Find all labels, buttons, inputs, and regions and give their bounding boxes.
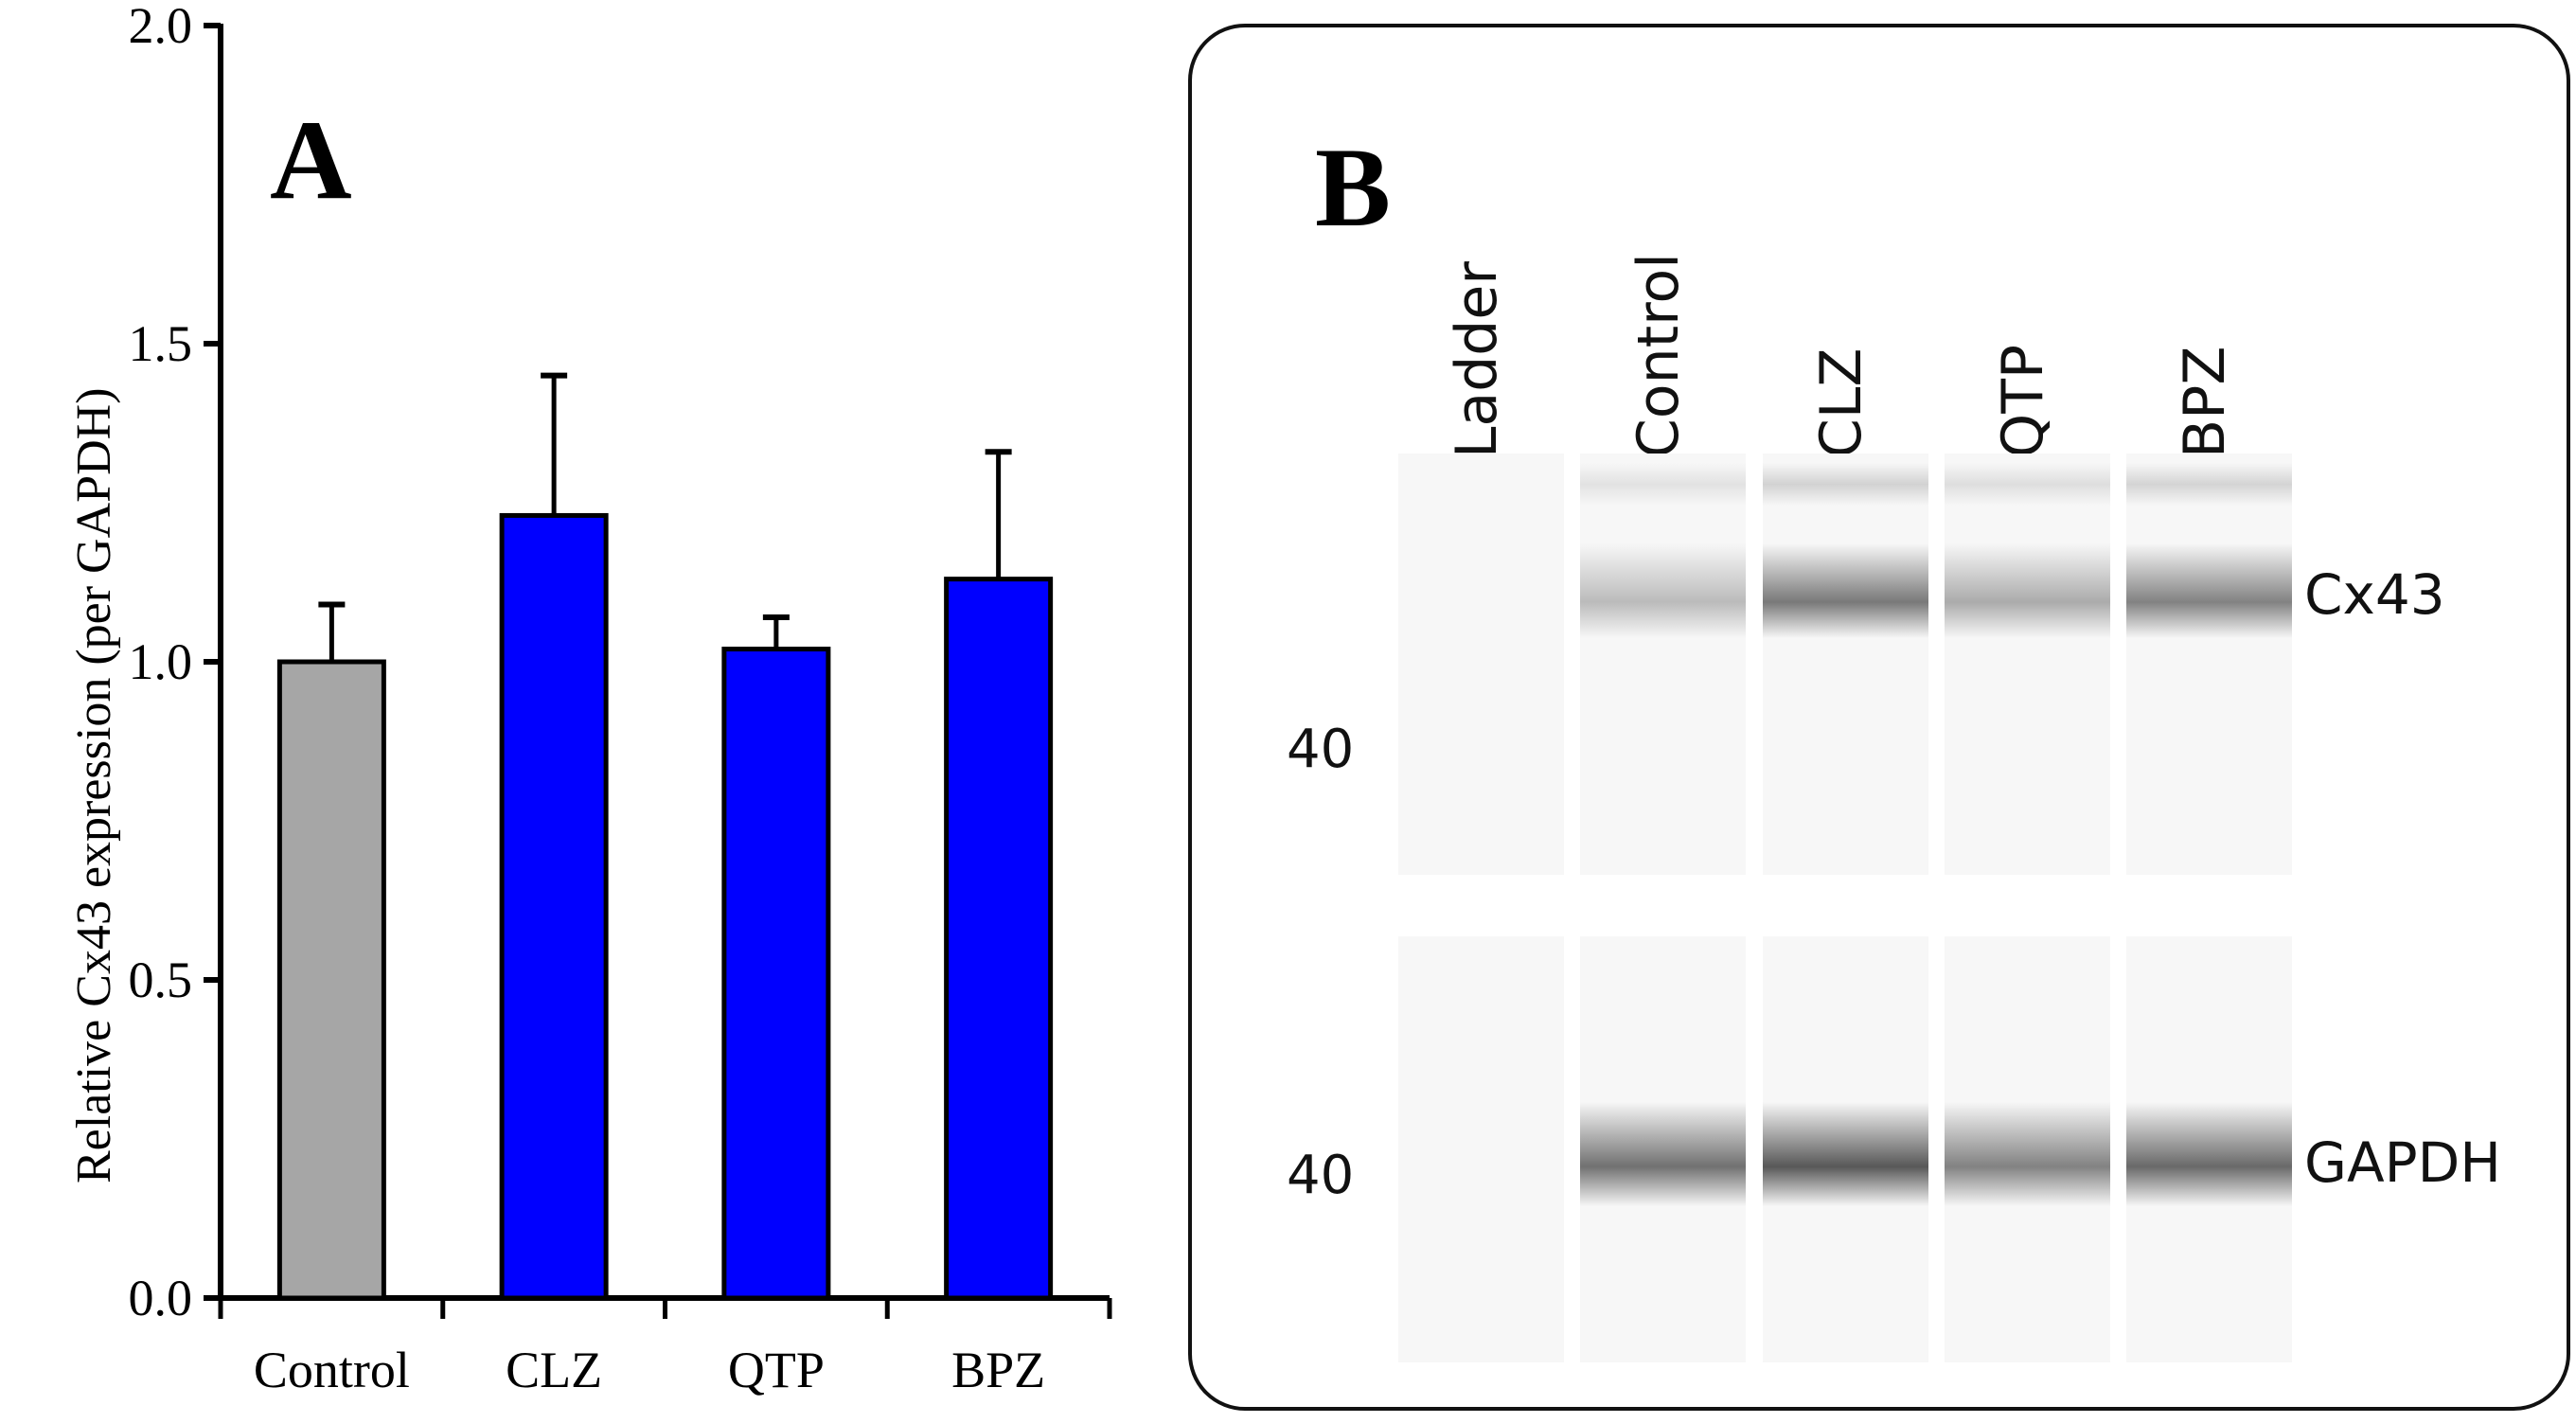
x-tick-label: CLZ (506, 1342, 602, 1398)
panel-a-bar-chart: 0.0 0.5 1.0 1.5 2.0 Control CLZ QTP BPZ A Relati… (0, 0, 1136, 1418)
lane-label-bpz: BPZ (2171, 346, 2238, 458)
protein-band (1580, 1102, 1746, 1206)
x-tick-label: Control (254, 1342, 410, 1398)
lane-label-clz: CLZ (1807, 347, 1874, 458)
protein-band (1763, 543, 1928, 638)
x-tick-label: QTP (728, 1342, 825, 1398)
blot-lane-ladder (1398, 454, 1564, 875)
upper-faint-band (1763, 463, 1928, 506)
y-tick-label: 0.0 (129, 1270, 193, 1326)
y-axis-label: Relative Cx43 expression (per GAPDH) (67, 387, 121, 1183)
y-tick-label: 0.5 (129, 952, 193, 1008)
x-tick-label: BPZ (951, 1342, 1045, 1398)
protein-band (2126, 543, 2292, 638)
protein-band (1580, 543, 1746, 638)
protein-band (1763, 1102, 1928, 1206)
y-tick-label: 1.0 (129, 633, 193, 690)
upper-faint-band (1945, 463, 2110, 506)
protein-label-gapdh: GAPDH (2304, 1130, 2501, 1195)
upper-faint-band (2126, 463, 2292, 506)
panel-b-western-blot: B Ladder Control CLZ QTP BPZ 40 40 Cx43 GAPD… (1188, 24, 2570, 1411)
panel-b-label: B (1315, 124, 1392, 250)
bar-chart-svg: 0.0 0.5 1.0 1.5 2.0 Control CLZ QTP BPZ (129, 0, 1112, 1398)
blot-lane-bpz (2126, 454, 2292, 875)
bar-qtp (721, 647, 831, 1301)
lane-label-control: Control (1625, 253, 1692, 458)
blot-lane-control (1580, 936, 1746, 1362)
y-tick-label: 1.5 (129, 315, 193, 372)
blot-lane-control (1580, 454, 1746, 875)
blot-lane-clz (1763, 454, 1928, 875)
blot-lane-clz (1763, 936, 1928, 1362)
protein-band (2126, 1102, 2292, 1206)
bar-clz (499, 512, 609, 1301)
lane-label-ladder: Ladder (1443, 261, 1510, 458)
protein-band (1945, 543, 2110, 638)
blot-lane-ladder (1398, 936, 1564, 1362)
chart-axes: 0.0 0.5 1.0 1.5 2.0 Control CLZ QTP BPZ (129, 0, 1112, 1398)
mw-marker-40-top: 40 (1287, 719, 1355, 780)
chart-bars (276, 372, 1054, 1301)
bar-bpz (944, 577, 1054, 1301)
blot-lane-qtp (1945, 936, 2110, 1362)
blot-lane-bpz (2126, 936, 2292, 1362)
mw-marker-40-bottom: 40 (1287, 1145, 1355, 1206)
upper-faint-band (1580, 463, 1746, 506)
blot-lane-qtp (1945, 454, 2110, 875)
y-tick-label: 2.0 (129, 0, 193, 54)
protein-label-cx43: Cx43 (2304, 562, 2445, 627)
bar-control (276, 659, 386, 1301)
protein-band (1945, 1102, 2110, 1206)
panel-a-label: A (270, 97, 352, 222)
lane-label-qtp: QTP (1989, 344, 2056, 458)
